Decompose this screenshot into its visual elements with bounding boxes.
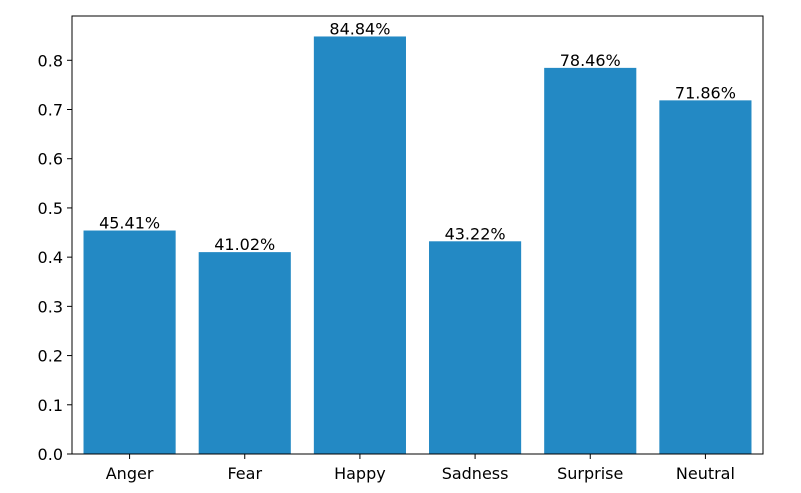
y-tick-label: 0.3 xyxy=(38,297,63,316)
x-tick-label-anger: Anger xyxy=(106,464,154,483)
x-axis: Anger Fear Happy Sadness Surprise Neutral xyxy=(106,454,735,483)
bar-anger xyxy=(83,230,176,454)
plot-frame xyxy=(71,15,764,455)
y-tick-label: 0.7 xyxy=(38,101,63,120)
bar-labels-group: 45.41% 41.02% 84.84% 43.22% 78.46% 71.86% xyxy=(99,19,736,254)
data-label-happy: 84.84% xyxy=(329,19,390,38)
data-label-sadness: 43.22% xyxy=(445,224,506,243)
x-tick-label-sadness: Sadness xyxy=(442,464,509,483)
x-tick-label-neutral: Neutral xyxy=(676,464,735,483)
data-label-surprise: 78.46% xyxy=(560,51,621,70)
data-label-anger: 45.41% xyxy=(99,214,160,233)
bars-group xyxy=(83,36,752,455)
y-tick-label: 0.5 xyxy=(38,199,63,218)
y-tick-label: 0.2 xyxy=(38,347,63,366)
data-label-neutral: 71.86% xyxy=(675,83,736,102)
x-tick-label-fear: Fear xyxy=(227,464,262,483)
bar-surprise xyxy=(544,67,637,455)
bar-happy xyxy=(313,36,406,454)
data-label-fear: 41.02% xyxy=(214,235,275,254)
y-tick-label: 0.8 xyxy=(38,51,63,70)
bar-sadness xyxy=(429,241,522,454)
x-tick-label-surprise: Surprise xyxy=(557,464,623,483)
y-axis: 0.0 0.1 0.2 0.3 0.4 0.5 0.6 0.7 0.8 xyxy=(38,51,72,464)
y-tick-label: 0.1 xyxy=(38,396,63,415)
y-tick-label: 0.6 xyxy=(38,150,63,169)
bar-neutral xyxy=(659,100,752,454)
x-tick-label-happy: Happy xyxy=(334,464,386,483)
y-tick-label: 0.0 xyxy=(38,445,63,464)
y-tick-label: 0.4 xyxy=(38,248,63,267)
bar-fear xyxy=(198,252,291,454)
